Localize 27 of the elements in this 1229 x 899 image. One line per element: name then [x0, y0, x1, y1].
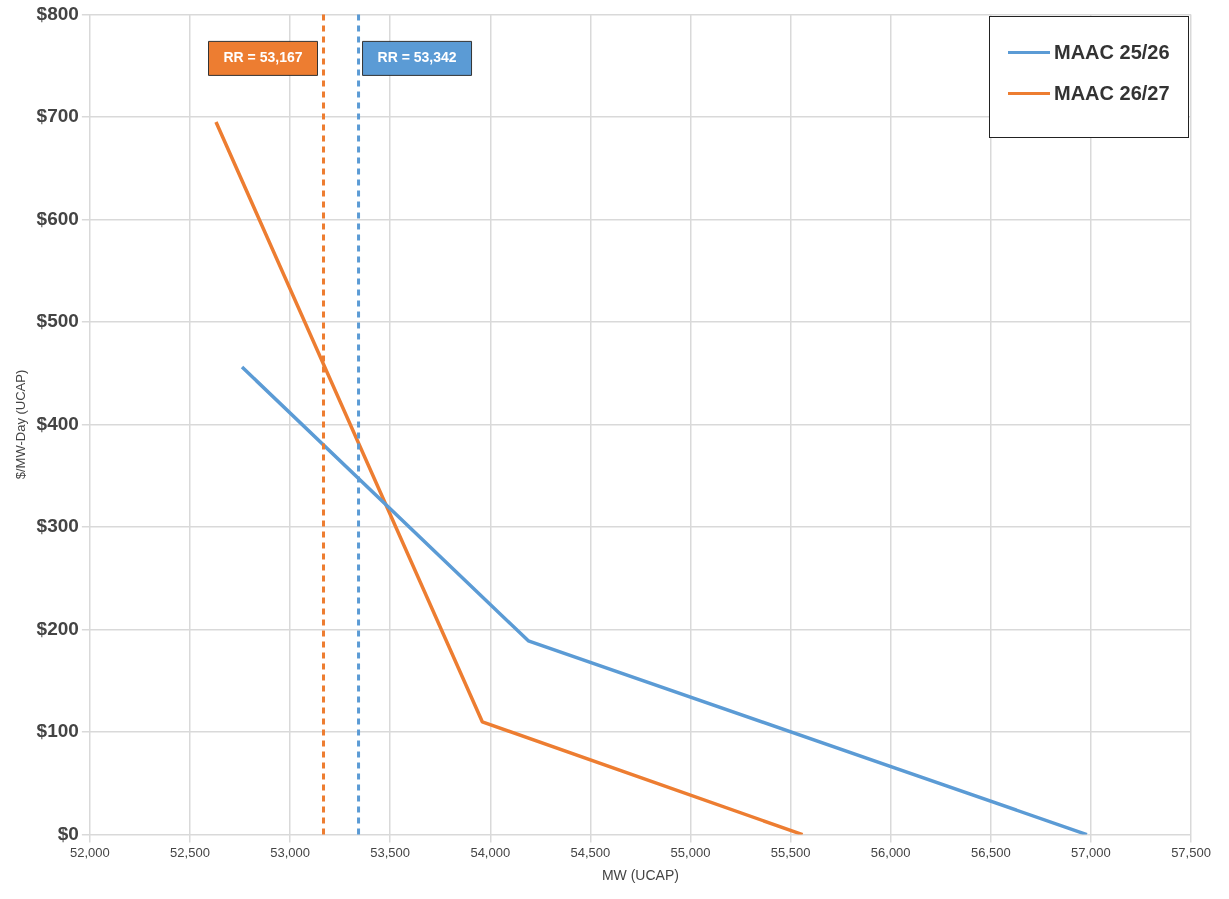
- ref-line-label: RR = 53,342: [377, 49, 457, 66]
- x-tick-label: 55,500: [770, 844, 811, 860]
- y-axis-title: $/MW-Day (UCAP): [13, 369, 29, 480]
- x-tick-label: 53,000: [270, 844, 310, 860]
- y-tick-label: $200: [36, 617, 79, 639]
- ref-line-label: RR = 53,167: [223, 49, 303, 66]
- y-tick-label: $800: [36, 2, 79, 24]
- legend-label: MAAC 26/27: [1054, 82, 1170, 106]
- x-axis-title: MW (UCAP): [601, 867, 679, 884]
- y-tick-label: $400: [36, 412, 79, 434]
- y-tick-label: $300: [36, 515, 79, 537]
- x-tick-label: 52,000: [69, 844, 110, 860]
- y-tick-label: $500: [36, 310, 79, 332]
- y-tick-label: $100: [36, 720, 79, 742]
- x-tick-label: 52,500: [170, 844, 210, 860]
- y-tick-label: $0: [57, 822, 79, 844]
- y-tick-label: $600: [36, 207, 79, 229]
- x-tick-label: 55,000: [670, 844, 711, 860]
- x-tick-label: 54,500: [570, 844, 611, 860]
- x-tick-label: 53,500: [370, 844, 411, 860]
- x-tick-label: 56,000: [870, 844, 911, 860]
- x-tick-label: 57,000: [1071, 844, 1111, 860]
- y-tick-label: $700: [36, 105, 79, 127]
- x-tick-label: 56,500: [970, 844, 1011, 860]
- x-tick-label: 57,500: [1171, 844, 1211, 860]
- legend-label: MAAC 25/26: [1054, 41, 1170, 65]
- x-tick-label: 54,000: [470, 844, 511, 860]
